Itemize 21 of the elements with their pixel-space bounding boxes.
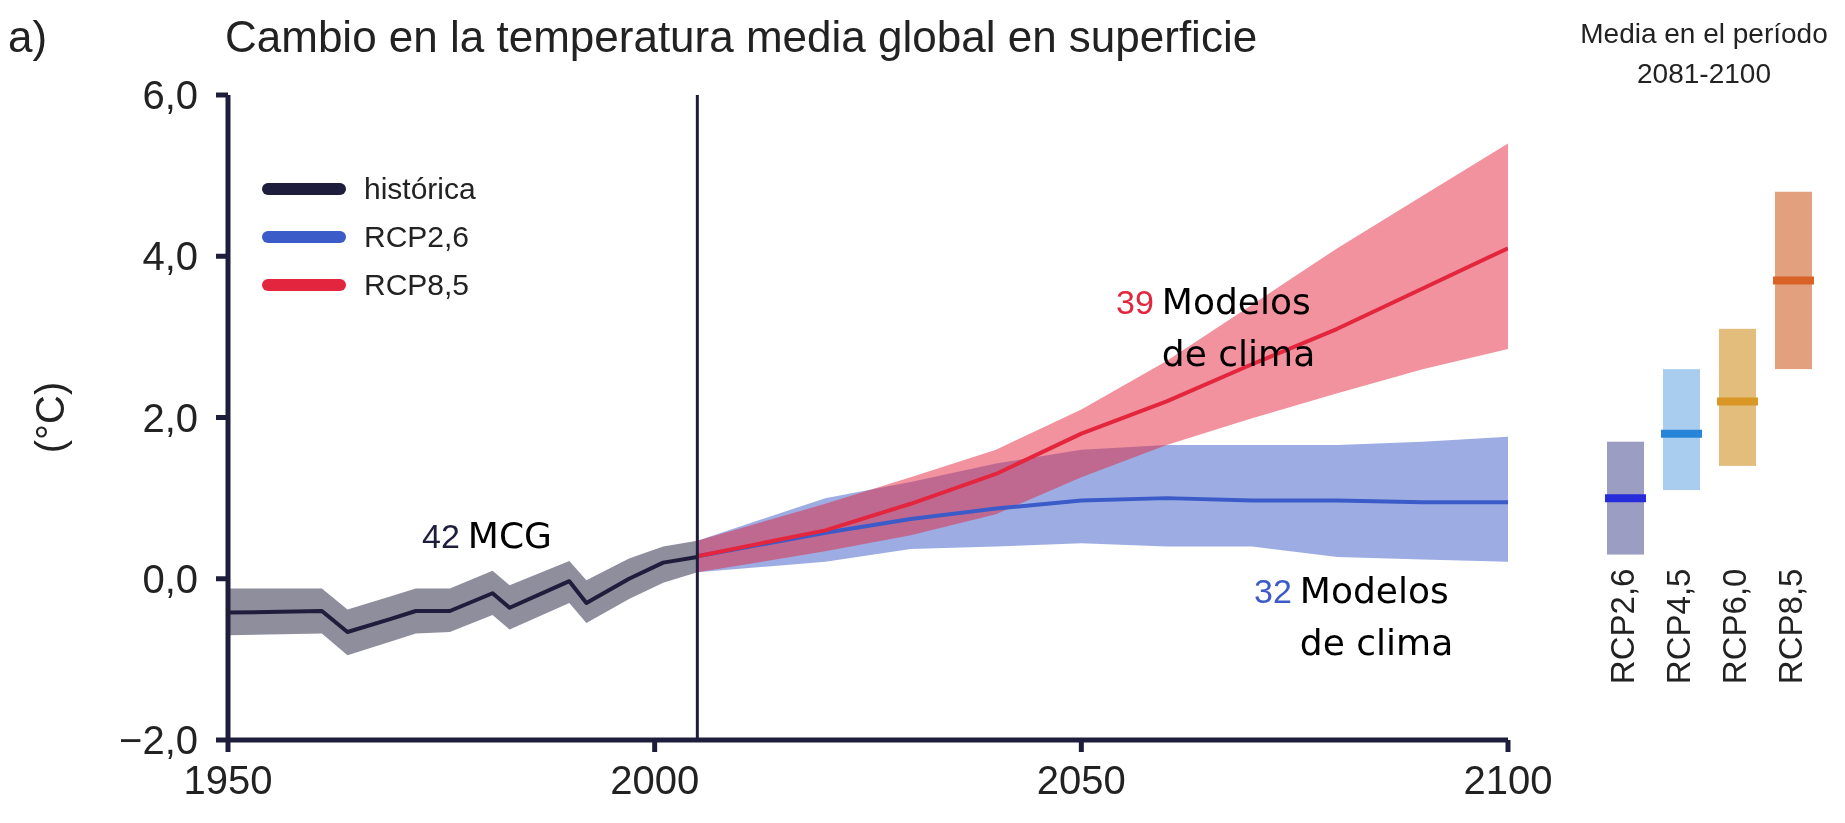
x-tick-label: 2050 xyxy=(1036,758,1126,803)
y-tick-label: 2,0 xyxy=(142,395,198,440)
legend-label: RCP8,5 xyxy=(364,268,470,302)
text: a) xyxy=(8,12,48,62)
legend-label: RCP2,6 xyxy=(364,220,470,254)
y-axis-title: (°C) xyxy=(28,381,73,454)
y-tick-label: 4,0 xyxy=(142,234,198,279)
annotation: 32 Modelos de clima xyxy=(1254,569,1454,665)
chart-title: Media en el período 2081-2100 xyxy=(1579,17,1829,91)
chart-title: Cambio en la temperatura media global en superficie xyxy=(225,12,1258,62)
x-tick-label: 2100 xyxy=(1463,758,1553,803)
x-tick-label: 2000 xyxy=(610,758,700,803)
legend-label: histórica xyxy=(364,172,476,206)
x-tick-label: RCP6,0 xyxy=(1715,568,1753,685)
y-tick-label: 6,0 xyxy=(142,73,198,118)
y-tick-label: 0,0 xyxy=(142,556,198,601)
x-tick-label: RCP2,6 xyxy=(1603,568,1641,685)
x-tick-label: RCP4,5 xyxy=(1659,568,1697,685)
annotation: 39 Modelos de clima xyxy=(1116,280,1316,376)
annotation: 42 MCG xyxy=(422,514,552,558)
x-tick-label: RCP8,5 xyxy=(1771,568,1809,685)
